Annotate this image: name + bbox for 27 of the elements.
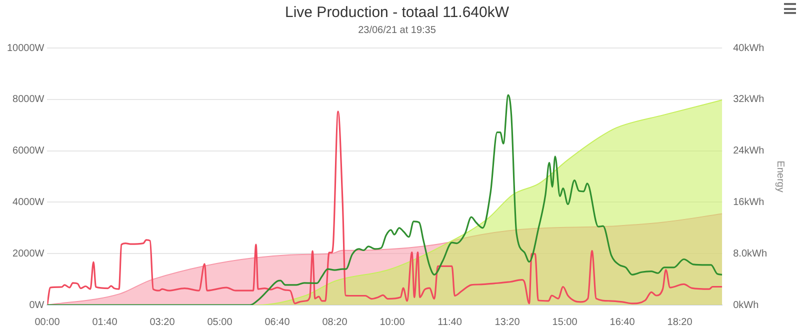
x-tick-label: 18:20 [667,316,693,328]
x-tick-label: 15:00 [552,316,578,328]
x-tick-label: 11:40 [438,316,462,328]
x-tick-label: 08:20 [322,316,348,328]
y2-tick-label: 8.0kWh [733,248,768,260]
y-tick-label: 0W [29,300,45,311]
y2-tick-label: 40kWh [733,42,764,54]
y2-tick-label: 32kWh [733,94,764,106]
y2-tick-label: 0kWh [733,300,759,311]
y2-tick-label: 24kWh [733,146,764,157]
y2-axis-title: Energy [774,160,786,192]
x-tick-label: 03:20 [150,316,176,328]
chart-subtitle: 23/06/21 at 19:35 [358,24,436,36]
x-tick-label: 16:40 [610,316,636,328]
y-tick-label: 8000W [12,94,45,106]
y-tick-label: 4000W [12,196,45,208]
x-tick-label: 00:00 [34,316,60,328]
chart-title: Live Production - totaal 11.640kW [284,4,510,22]
x-tick-label: 13:20 [494,316,520,328]
y2-tick-label: 16kWh [733,196,764,208]
y-tick-label: 2000W [12,248,45,260]
x-tick-label: 10:00 [380,316,406,328]
x-tick-label: 01:40 [92,316,118,328]
y-tick-label: 6000W [12,146,45,157]
y-tick-label: 10000W [6,42,45,54]
x-tick-label: 06:40 [264,316,290,328]
x-tick-label: 05:00 [207,316,233,328]
